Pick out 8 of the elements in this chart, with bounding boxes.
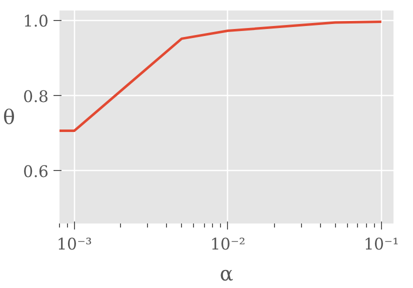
y-axis-title: θ — [3, 105, 16, 129]
y-tick-label: 0.6 — [23, 162, 49, 181]
x-tick-label: 10⁻² — [210, 234, 246, 254]
x-tick-label: 10⁻¹ — [364, 234, 399, 254]
x-tick-label: 10⁻³ — [56, 234, 92, 254]
y-tick-label: 0.8 — [23, 86, 49, 106]
y-tick-label: 1.0 — [23, 12, 49, 31]
x-axis-title: α — [220, 262, 234, 286]
